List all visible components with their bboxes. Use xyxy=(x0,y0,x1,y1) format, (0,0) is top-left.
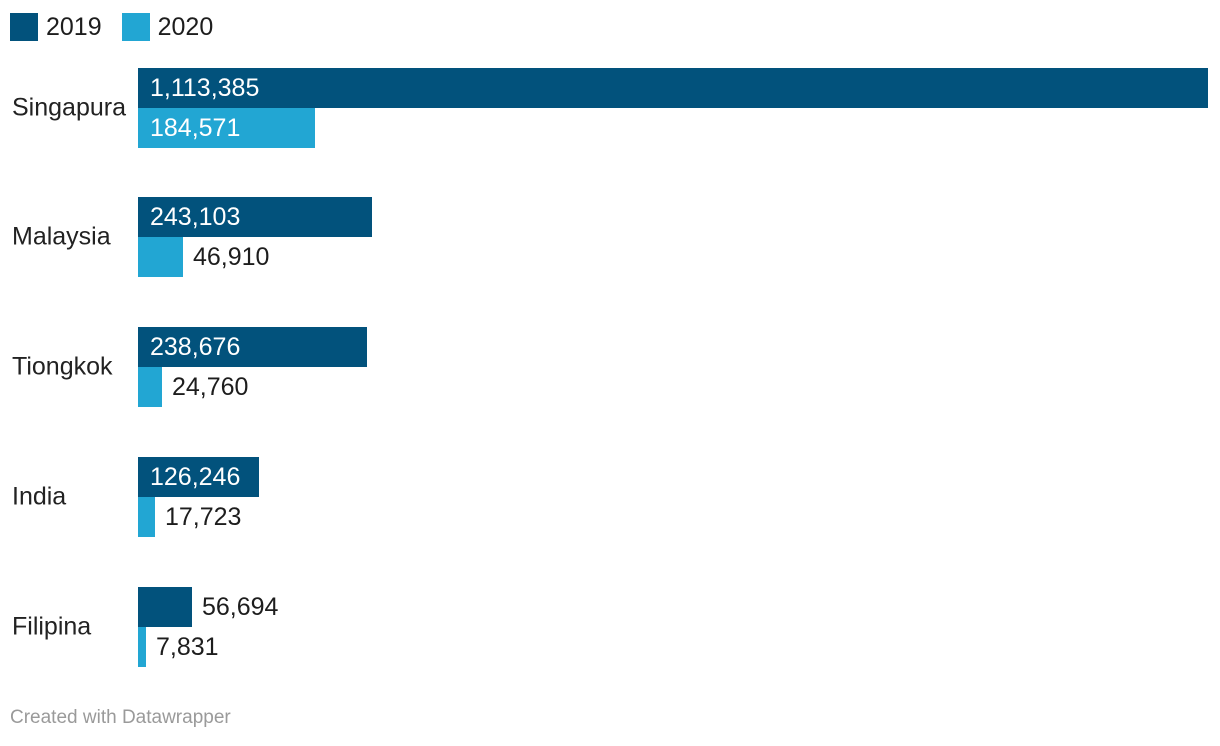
bar-2019 xyxy=(138,587,192,627)
bar-2019 xyxy=(138,327,367,367)
category-label: Malaysia xyxy=(12,222,111,251)
legend-label: 2020 xyxy=(157,13,214,41)
bar-group-malaysia: Malaysia 243,103 46,910 xyxy=(0,197,1220,277)
category-label: Singapura xyxy=(12,93,126,122)
bar-group-singapura: Singapura 1,113,385 184,571 xyxy=(0,68,1220,148)
legend-label: 2019 xyxy=(46,13,102,41)
value-label-2019: 1,113,385 xyxy=(150,74,260,102)
value-label-2019: 238,676 xyxy=(150,333,241,361)
bar-2020 xyxy=(138,497,155,537)
value-label-2019: 56,694 xyxy=(202,593,279,621)
value-label-2020: 7,831 xyxy=(156,633,219,661)
bar-2020 xyxy=(138,627,146,667)
legend-item-2020: 2020 xyxy=(121,13,214,41)
bar-2019 xyxy=(138,197,372,237)
datawrapper-credit: Created with Datawrapper xyxy=(10,707,231,728)
legend-swatch-icon xyxy=(121,13,150,41)
value-label-2019: 243,103 xyxy=(150,203,241,231)
value-label-2020: 17,723 xyxy=(165,503,242,531)
bar-2019 xyxy=(138,68,1208,108)
bar-2019 xyxy=(138,457,259,497)
value-label-2020: 24,760 xyxy=(172,373,249,401)
category-label: Filipina xyxy=(12,612,92,641)
bar-group-filipina: Filipina 56,694 7,831 xyxy=(0,587,1220,667)
category-label: India xyxy=(12,482,67,511)
value-label-2020: 184,571 xyxy=(150,114,241,142)
category-label: Tiongkok xyxy=(12,352,113,381)
bar-2020 xyxy=(138,367,162,407)
legend-swatch-icon xyxy=(10,13,38,41)
bar-2020 xyxy=(138,237,183,277)
value-label-2019: 126,246 xyxy=(150,463,241,491)
value-label-2020: 46,910 xyxy=(193,243,270,271)
bar-group-tiongkok: Tiongkok 238,676 24,760 xyxy=(0,327,1220,407)
legend-item-2019: 2019 xyxy=(10,13,102,41)
bar-group-india: India 126,246 17,723 xyxy=(0,457,1220,537)
bar-2020 xyxy=(138,108,315,148)
legend: 2019 2020 xyxy=(10,13,213,41)
